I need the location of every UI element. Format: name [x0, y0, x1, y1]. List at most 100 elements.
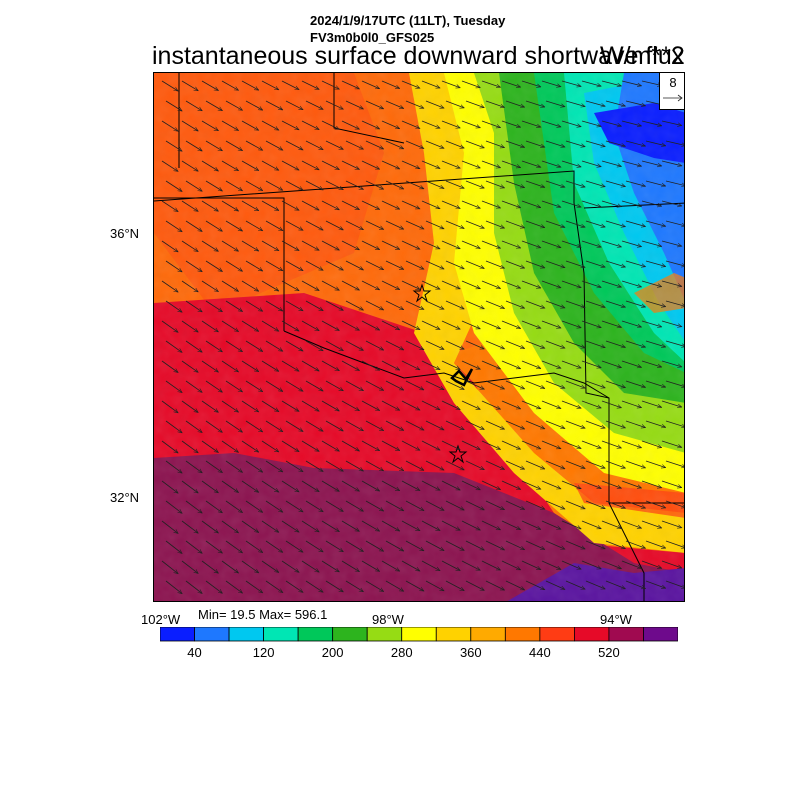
- wind-vector: [181, 240, 198, 252]
- wind-vector: [601, 280, 621, 287]
- colorbar-swatch: [539, 627, 575, 642]
- wind-vector: [645, 420, 666, 427]
- wind-vector: [585, 140, 605, 147]
- wind-vector: [581, 520, 601, 529]
- wind-vector: [585, 540, 605, 549]
- wind-vector: [221, 240, 239, 251]
- wind-vector: [321, 240, 339, 251]
- wind-vector: [161, 440, 178, 453]
- wind-vector: [381, 320, 400, 331]
- wind-vector: [525, 580, 545, 591]
- wind-vector: [201, 280, 218, 292]
- wind-vector: [401, 520, 420, 532]
- wind-vector: [525, 380, 545, 389]
- wind-vector: [405, 140, 424, 149]
- wind-vector: [361, 320, 380, 331]
- wind-vector: [441, 160, 460, 168]
- wind-vector: [645, 380, 666, 387]
- wind-vector: [361, 560, 380, 571]
- colorbar-swatch: [573, 627, 610, 642]
- map-panel: 8: [153, 72, 685, 602]
- wind-vector: [665, 180, 684, 186]
- wind-vector: [325, 180, 343, 191]
- wind-vector: [205, 300, 222, 312]
- wind-vector: [341, 280, 359, 291]
- wind-vector: [261, 280, 279, 291]
- wind-vector: [241, 320, 259, 331]
- wind-vector: [665, 340, 684, 347]
- wind-vector: [521, 560, 541, 570]
- wind-vector: [285, 140, 303, 151]
- wind-vector: [565, 420, 585, 428]
- wind-vector: [281, 520, 299, 532]
- wind-vector: [645, 180, 666, 186]
- wind-vector: [341, 400, 359, 412]
- wind-vector: [385, 580, 404, 591]
- wind-vector: [241, 520, 259, 533]
- wind-vector: [445, 260, 464, 270]
- wind-vector: [301, 360, 319, 371]
- wind-vector: [465, 420, 484, 430]
- wind-vector: [601, 480, 621, 488]
- wind-vector: [441, 320, 460, 330]
- wind-vector: [345, 180, 363, 190]
- wind-vector: [341, 200, 359, 210]
- wind-vector: [445, 500, 464, 511]
- wind-vector: [261, 120, 279, 131]
- wind-vector: [245, 100, 263, 111]
- min-max-stats: Min= 19.5 Max= 596.1: [198, 607, 328, 622]
- wind-vector: [425, 460, 444, 471]
- wind-vector: [485, 580, 505, 591]
- wind-vector: [285, 220, 303, 231]
- wind-vector: [345, 220, 363, 231]
- wind-vector: [581, 400, 601, 408]
- wind-vector: [605, 500, 625, 508]
- wind-vector: [401, 160, 420, 170]
- wind-vector: [181, 200, 198, 211]
- wind-vector: [441, 240, 460, 249]
- wind-vector: [245, 220, 263, 231]
- wind-vector: [485, 540, 505, 551]
- wind-vector: [505, 580, 525, 591]
- wind-vector: [405, 340, 424, 351]
- wind-vector: [461, 80, 480, 88]
- wind-vector: [585, 380, 605, 388]
- wind-vector: [265, 260, 283, 271]
- wind-vector: [601, 80, 621, 86]
- wind-vector: [161, 200, 178, 212]
- wind-vector: [461, 440, 480, 450]
- wind-vector: [261, 520, 279, 532]
- wind-vector: [421, 280, 440, 290]
- wind-vector: [241, 120, 259, 131]
- wind-vector: [641, 160, 662, 166]
- wind-vector: [265, 220, 283, 231]
- colorbar-swatch: [643, 627, 678, 642]
- wind-vector: [461, 400, 480, 410]
- wind-vector: [281, 360, 299, 371]
- wind-vector: [361, 200, 380, 210]
- wind-vector: [205, 220, 222, 231]
- wind-vector: [161, 560, 178, 574]
- wind-vector: [661, 120, 682, 126]
- wind-vector: [621, 320, 642, 327]
- wind-vector: [621, 520, 642, 528]
- wind-vector: [381, 480, 400, 492]
- wind-vector: [625, 100, 646, 106]
- wind-vector: [341, 120, 359, 130]
- wind-vector: [321, 400, 339, 411]
- wind-vector: [661, 520, 682, 528]
- wind-vector: [521, 520, 541, 530]
- main-title: instantaneous surface downward shortwave…: [152, 42, 685, 70]
- wind-vector: [525, 420, 545, 429]
- wind-vector: [361, 440, 380, 452]
- wind-vector: [181, 400, 198, 413]
- wind-vector: [261, 320, 279, 331]
- wind-vector: [245, 340, 263, 352]
- wind-vector: [205, 100, 222, 111]
- wind-vector: [621, 120, 642, 126]
- wind-vector: [621, 440, 642, 448]
- wind-vector: [241, 240, 259, 251]
- wind-vector: [645, 300, 666, 307]
- wind-vector: [561, 560, 581, 570]
- wind-vector: [221, 480, 239, 493]
